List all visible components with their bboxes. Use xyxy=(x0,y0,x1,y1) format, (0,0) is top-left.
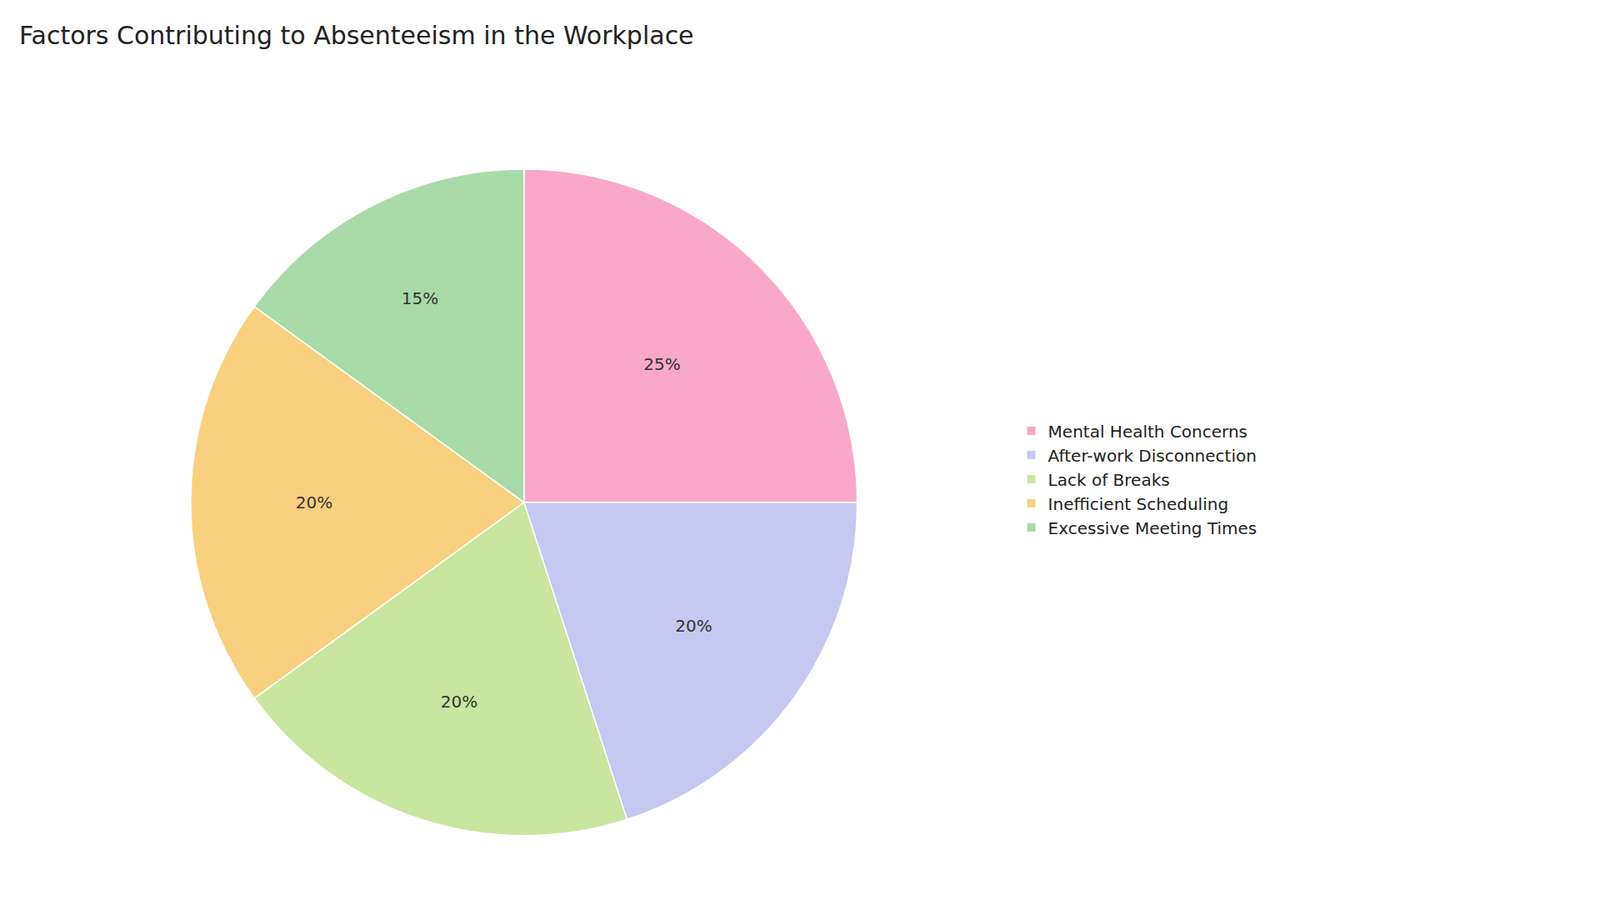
svg-text:25%: 25% xyxy=(643,354,680,375)
svg-text:15%: 15% xyxy=(401,288,439,309)
svg-text:Excessive Meeting Times: Excessive Meeting Times xyxy=(1048,518,1258,539)
svg-text:20%: 20% xyxy=(295,492,333,513)
svg-text:After-work Disconnection: After-work Disconnection xyxy=(1048,445,1257,466)
svg-text:Mental Health Concerns: Mental Health Concerns xyxy=(1048,421,1248,442)
svg-text:20%: 20% xyxy=(440,691,478,712)
svg-text:Factors Contributing to Absent: Factors Contributing to Absenteeism in t… xyxy=(19,20,695,50)
svg-text:20%: 20% xyxy=(675,615,712,636)
svg-text:Inefficient Scheduling: Inefficient Scheduling xyxy=(1048,494,1229,515)
svg-text:Lack of Breaks: Lack of Breaks xyxy=(1048,470,1170,490)
